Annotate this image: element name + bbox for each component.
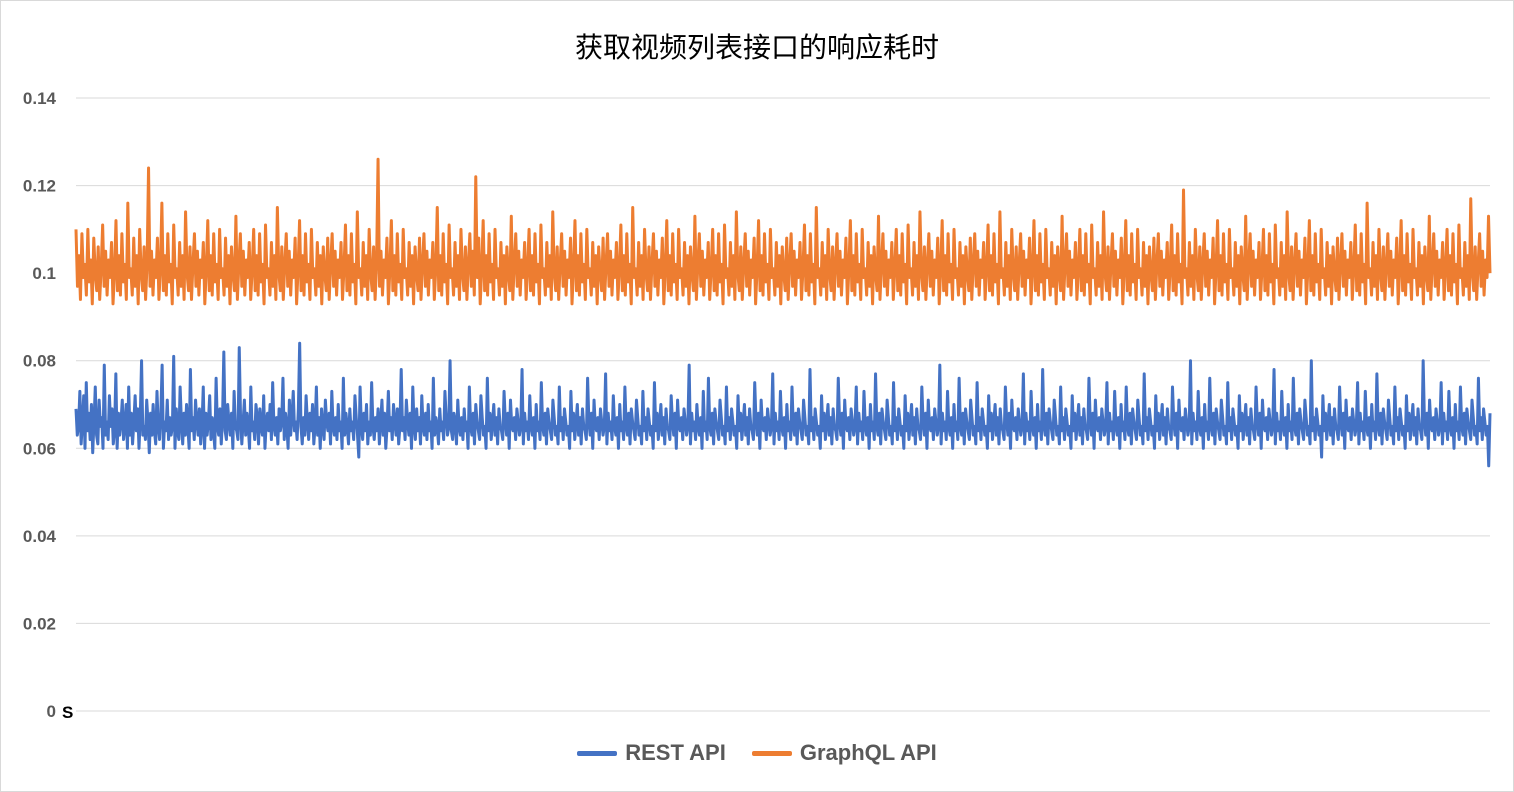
y-tick-label: 0.12 <box>23 177 56 196</box>
legend-item-rest: REST API <box>577 740 726 766</box>
legend-label-graphql: GraphQL API <box>799 740 937 765</box>
y-tick-label: 0.02 <box>23 614 56 633</box>
y-tick-label: 0.1 <box>32 264 56 283</box>
legend-swatch-graphql <box>751 750 792 756</box>
legend: REST API GraphQL API <box>0 740 1514 766</box>
series-line-rest-api <box>74 341 1492 468</box>
y-tick-label: 0.06 <box>23 439 56 458</box>
legend-item-graphql: GraphQL API <box>751 740 937 766</box>
y-tick-label: 0.14 <box>23 89 57 108</box>
legend-swatch-rest <box>577 750 618 756</box>
y-tick-label: 0 <box>47 702 56 721</box>
y-tick-label: 0.08 <box>23 352 56 371</box>
y-unit-label: S <box>62 703 73 722</box>
chart-title: 获取视频列表接口的响应耗时 <box>574 31 939 64</box>
legend-label-rest: REST API <box>625 740 726 765</box>
y-tick-label: 0.04 <box>23 527 57 546</box>
series-line-graphql-api <box>74 157 1492 306</box>
